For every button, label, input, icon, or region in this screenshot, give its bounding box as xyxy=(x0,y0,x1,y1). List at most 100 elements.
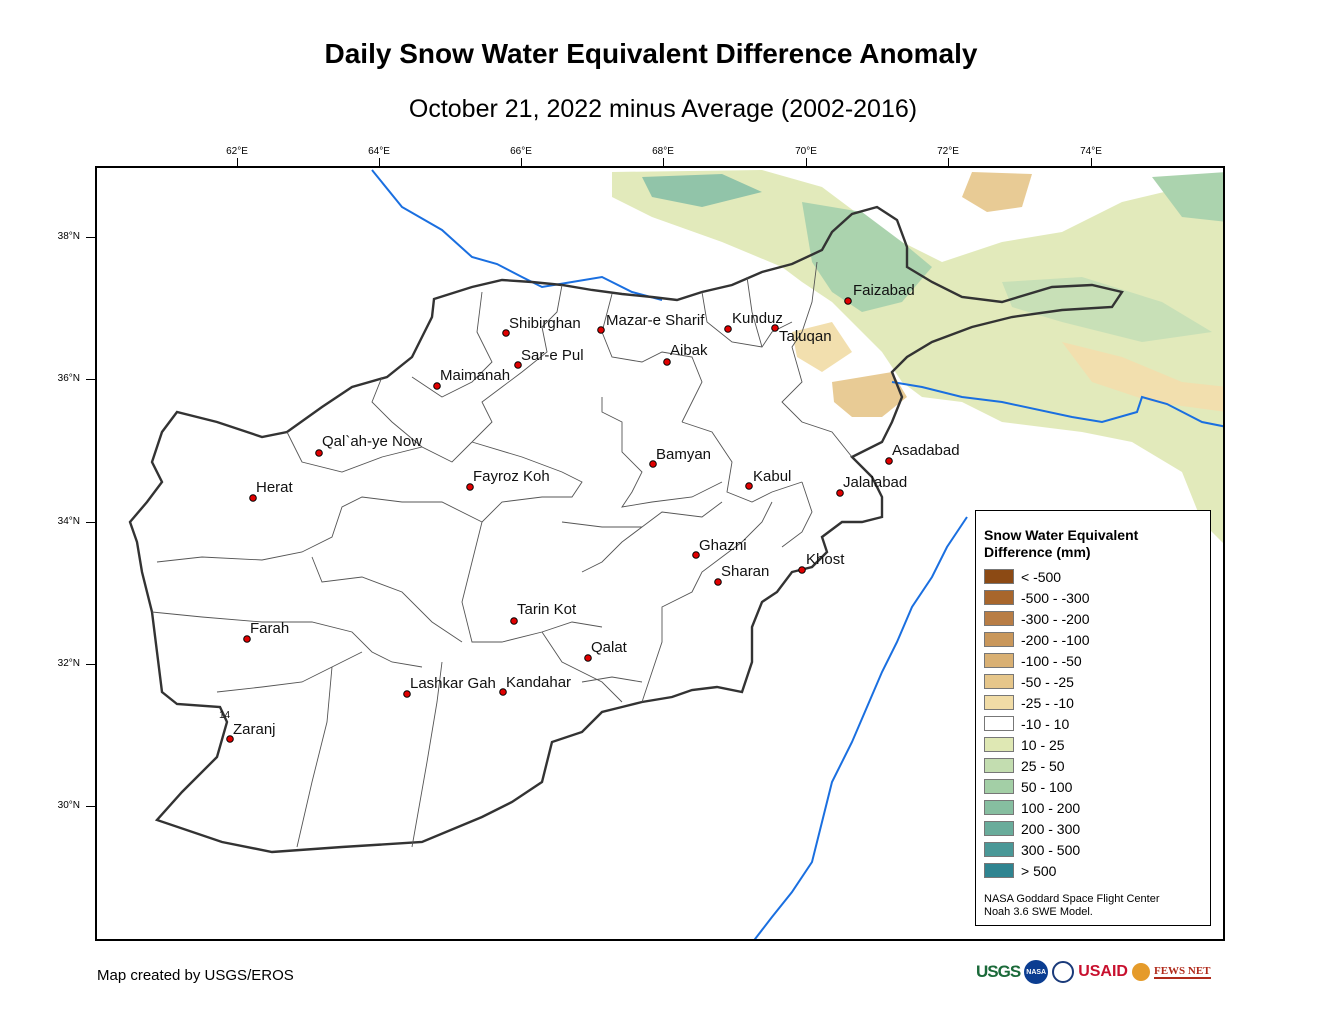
legend-swatch xyxy=(984,632,1014,647)
lat-tick-mark xyxy=(86,379,95,380)
city-marker xyxy=(745,482,753,490)
legend-item: 200 - 300 xyxy=(984,818,1202,839)
city-marker xyxy=(885,457,893,465)
city-label: Maimanah xyxy=(440,367,510,384)
city-marker xyxy=(514,361,522,369)
lon-tick-label: 72°E xyxy=(937,146,959,157)
legend-swatch xyxy=(984,779,1014,794)
legend-swatch xyxy=(984,611,1014,626)
city-label: Aibak xyxy=(670,342,708,359)
legend-swatch xyxy=(984,737,1014,752)
legend-swatch xyxy=(984,863,1014,878)
city-labels: Faizabad Shibirghan Mazar-e Sharif Kundu… xyxy=(219,282,960,738)
city-marker xyxy=(836,489,844,497)
lon-tick-mark xyxy=(1091,158,1092,166)
lat-tick-label: 38°N xyxy=(57,231,80,242)
city-marker xyxy=(226,735,234,743)
city-marker xyxy=(315,449,323,457)
legend-item: -10 - 10 xyxy=(984,713,1202,734)
city-marker xyxy=(844,297,852,305)
legend-rows: < -500 -500 - -300 -300 - -200 -200 - -100 -… xyxy=(984,566,1202,881)
city-label: Kunduz xyxy=(732,310,783,327)
legend-swatch xyxy=(984,569,1014,584)
city-label: Asadabad xyxy=(892,442,960,459)
city-marker xyxy=(499,688,507,696)
city-marker xyxy=(502,329,510,337)
city-label: Ghazni xyxy=(699,537,747,554)
legend-item: > 500 xyxy=(984,860,1202,881)
city-label: Zaranj xyxy=(233,721,276,738)
legend-item: 100 - 200 xyxy=(984,797,1202,818)
lon-tick-label: 62°E xyxy=(226,146,248,157)
legend-item: -300 - -200 xyxy=(984,608,1202,629)
legend-item: < -500 xyxy=(984,566,1202,587)
city-label: Taluqan xyxy=(779,328,832,345)
usaid-seal-icon xyxy=(1052,961,1075,983)
lat-tick-label: 34°N xyxy=(57,516,80,527)
country-boundary xyxy=(128,205,1124,854)
legend-item: 10 - 25 xyxy=(984,734,1202,755)
lat-tick-label: 30°N xyxy=(57,800,80,811)
fews-net-logo: FEWS NET xyxy=(1153,965,1211,979)
legend-item: -50 - -25 xyxy=(984,671,1202,692)
legend-label: -300 - -200 xyxy=(1021,610,1090,627)
city-label: Tarin Kot xyxy=(517,601,577,618)
city-label: Sharan xyxy=(721,563,769,580)
city-marker xyxy=(663,358,671,366)
lat-tick-mark xyxy=(86,664,95,665)
legend-title: Snow Water Equivalent Difference (mm) xyxy=(984,527,1139,560)
city-marker xyxy=(466,483,474,491)
legend-item: -100 - -50 xyxy=(984,650,1202,671)
legend-label: 10 - 25 xyxy=(1021,736,1065,753)
legend-swatch xyxy=(984,695,1014,710)
legend-label: > 500 xyxy=(1021,862,1057,879)
lon-tick-label: 64°E xyxy=(368,146,390,157)
legend-swatch xyxy=(984,674,1014,689)
legend-credit: NASA Goddard Space Flight Center Noah 3.… xyxy=(984,893,1202,919)
city-label: Qalat xyxy=(591,639,628,656)
legend-label: -100 - -50 xyxy=(1021,652,1082,669)
legend-label: -10 - 10 xyxy=(1021,715,1070,732)
city-marker xyxy=(597,326,605,334)
city-marker xyxy=(798,566,806,574)
legend-swatch xyxy=(984,821,1014,836)
map-credit: Map created by USGS/EROS xyxy=(97,967,294,984)
legend-item: 50 - 100 xyxy=(984,776,1202,797)
lon-tick-label: 70°E xyxy=(795,146,817,157)
lat-tick-label: 36°N xyxy=(57,373,80,384)
stray-label: 14 xyxy=(219,710,231,721)
usgs-logo: USGS xyxy=(976,962,1021,981)
legend-label: 25 - 50 xyxy=(1021,757,1065,774)
city-label: Jalalabad xyxy=(843,474,907,491)
city-markers xyxy=(226,297,893,743)
city-label: Shibirghan xyxy=(509,315,581,332)
city-label: Khost xyxy=(806,551,845,568)
legend-swatch xyxy=(984,653,1014,668)
province-boundaries xyxy=(151,261,853,848)
lon-tick-mark xyxy=(663,158,664,166)
city-label: Faizabad xyxy=(853,282,915,299)
city-marker xyxy=(584,654,592,662)
legend-swatch xyxy=(984,590,1014,605)
legend-credit-line: NASA Goddard Space Flight Center xyxy=(984,893,1160,905)
fews-sun-icon xyxy=(1131,963,1150,981)
map-canvas: Faizabad Shibirghan Mazar-e Sharif Kundu… xyxy=(128,169,1223,939)
legend-label: 200 - 300 xyxy=(1021,820,1081,837)
map-title: Daily Snow Water Equivalent Difference A… xyxy=(324,38,978,69)
lat-tick-label: 32°N xyxy=(57,658,80,669)
city-label: Qal`ah-ye Now xyxy=(322,433,422,450)
snow-anomaly-shading xyxy=(612,170,1223,543)
lon-tick-mark xyxy=(521,158,522,166)
city-marker xyxy=(714,578,722,586)
city-marker xyxy=(771,324,779,332)
lon-tick-label: 66°E xyxy=(510,146,532,157)
city-label: Herat xyxy=(256,479,294,496)
map-subtitle: October 21, 2022 minus Average (2002-201… xyxy=(408,95,918,123)
city-marker xyxy=(510,617,518,625)
city-label: Sar-e Pul xyxy=(521,347,584,364)
lon-tick-mark xyxy=(948,158,949,166)
legend-label: 100 - 200 xyxy=(1021,799,1081,816)
city-marker xyxy=(403,690,411,698)
city-label: Farah xyxy=(250,620,289,637)
legend-swatch xyxy=(984,800,1014,815)
